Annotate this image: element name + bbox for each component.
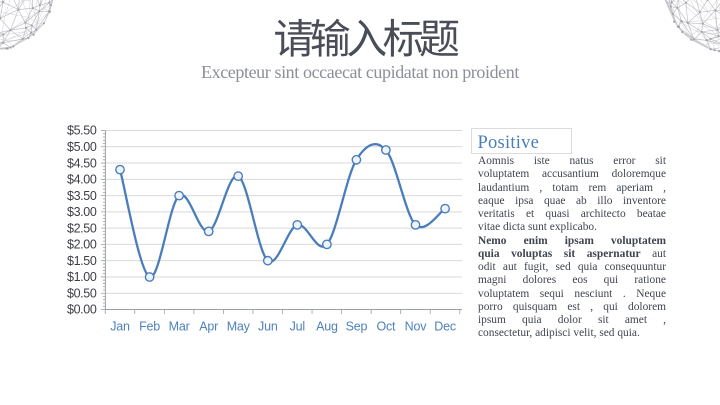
svg-text:Jun: Jun bbox=[258, 320, 278, 334]
svg-text:$2.00: $2.00 bbox=[67, 238, 97, 252]
svg-text:$3.00: $3.00 bbox=[67, 205, 97, 219]
svg-text:May: May bbox=[227, 320, 251, 334]
svg-text:Nov: Nov bbox=[405, 320, 428, 334]
svg-text:$2.50: $2.50 bbox=[67, 221, 97, 235]
svg-text:$0.00: $0.00 bbox=[67, 303, 97, 317]
svg-text:Oct: Oct bbox=[376, 320, 396, 334]
svg-text:$5.00: $5.00 bbox=[67, 140, 97, 154]
svg-text:Jan: Jan bbox=[110, 320, 130, 334]
svg-text:$4.50: $4.50 bbox=[67, 156, 97, 170]
svg-text:$3.50: $3.50 bbox=[67, 189, 97, 203]
svg-text:Feb: Feb bbox=[139, 320, 160, 334]
svg-text:$1.00: $1.00 bbox=[67, 270, 97, 284]
svg-text:$4.00: $4.00 bbox=[67, 173, 97, 187]
svg-text:$5.50: $5.50 bbox=[67, 124, 97, 138]
svg-text:Apr: Apr bbox=[199, 320, 218, 334]
svg-text:Mar: Mar bbox=[169, 320, 190, 334]
svg-text:Jul: Jul bbox=[290, 320, 305, 334]
svg-text:Dec: Dec bbox=[434, 320, 456, 334]
svg-text:Sep: Sep bbox=[346, 320, 368, 334]
svg-text:$0.50: $0.50 bbox=[67, 286, 97, 300]
svg-text:$1.50: $1.50 bbox=[67, 254, 97, 268]
svg-text:Aug: Aug bbox=[316, 320, 338, 334]
